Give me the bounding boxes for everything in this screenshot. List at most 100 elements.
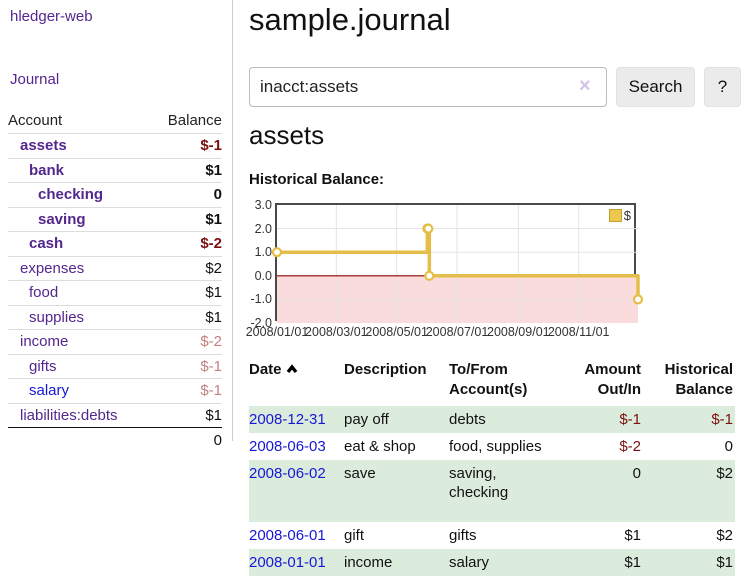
register-header-tofrom: To/From Account(s) [449, 361, 528, 398]
account-heading: assets [249, 120, 325, 150]
accounts-header-balance: Balance [167, 112, 222, 129]
sidebar-account-link-checking[interactable]: checking [38, 186, 104, 204]
x-axis-tick: 2008/09/01 [487, 325, 550, 339]
y-axis-tick: 0.0 [254, 268, 272, 283]
y-axis-tick: 1.0 [254, 245, 272, 260]
register-header-row: Date Description To/From Account(s) Amoun… [249, 356, 735, 406]
date-header-label: Date [249, 361, 282, 378]
transaction-accounts: salary [449, 549, 564, 576]
brand-link[interactable]: hledger-web [10, 8, 93, 25]
register-row: 2008-01-01 income salary $1 $1 [249, 549, 735, 576]
transaction-amount: $-2 [619, 438, 641, 455]
transaction-description: save [344, 460, 449, 522]
y-axis-tick: -2.0 [250, 316, 272, 330]
transaction-amount: $1 [624, 527, 641, 544]
transaction-balance: $2 [716, 527, 733, 544]
transaction-date-link[interactable]: 2008-06-01 [249, 527, 326, 544]
register-header-description: Description [344, 361, 427, 378]
main-content: sample.journal × Search ? assets Histori… [245, 0, 742, 582]
transaction-balance: 0 [724, 438, 733, 455]
sidebar-account-link-supplies[interactable]: supplies [29, 308, 85, 326]
sidebar-account-link-assets[interactable]: assets [20, 137, 67, 155]
transaction-date-link[interactable]: 2008-12-31 [249, 411, 326, 428]
account-row: salary $-1 [8, 378, 222, 403]
historical-balance-chart: 3.0 2.0 1.0 0.0 -1.0 -2.0 $ 2008/01/01 2… [245, 198, 742, 345]
x-axis-tick: 2008/11/01 [547, 325, 610, 339]
account-row: income $-2 [8, 329, 222, 354]
account-balance: $2 [205, 259, 222, 277]
account-balance: $1 [205, 210, 222, 228]
accounts-total-value: 0 [213, 431, 222, 449]
sidebar: hledger-web Journal Account Balance asse… [0, 0, 233, 449]
y-axis-tick: 2.0 [254, 221, 272, 236]
sidebar-account-link-expenses[interactable]: expenses [20, 259, 85, 277]
register-row: 2008-06-03 eat & shop food, supplies $-2… [249, 433, 735, 460]
register-header-amount: Amount Out/In [584, 361, 641, 398]
page-title: sample.journal [249, 2, 451, 37]
transaction-date-link[interactable]: 2008-06-02 [249, 465, 326, 482]
transaction-balance: $-1 [643, 406, 735, 433]
register-table: Date Description To/From Account(s) Amoun… [249, 356, 735, 576]
sidebar-accounts-header: Account Balance [8, 108, 222, 133]
account-balance: $1 [205, 308, 222, 326]
search-button[interactable]: Search [616, 67, 695, 107]
transaction-description: eat & shop [344, 438, 416, 455]
y-axis-tick: -1.0 [250, 292, 272, 307]
transaction-amount: $1 [564, 549, 643, 576]
transaction-balance: $1 [643, 549, 735, 576]
x-axis-tick: 2008/03/01 [305, 325, 368, 339]
sidebar-account-link-food[interactable]: food [29, 284, 59, 302]
sidebar-account-link-gifts[interactable]: gifts [29, 357, 57, 375]
account-balance: $-2 [200, 235, 222, 253]
sidebar-account-link-cash[interactable]: cash [29, 235, 64, 253]
account-row: assets $-1 [8, 133, 222, 158]
transaction-accounts: saving, checking [449, 460, 564, 522]
sidebar-account-link-income[interactable]: income [20, 333, 69, 351]
transaction-accounts: gifts [449, 527, 477, 544]
register-header-balance: Historical Balance [664, 361, 733, 398]
register-header-date[interactable]: Date [249, 356, 344, 406]
chart-plot-area: $ [271, 203, 644, 323]
accounts-total-row: 0 [8, 427, 222, 452]
account-row: checking 0 [8, 182, 222, 207]
x-axis-tick: 2008/05/01 [365, 325, 428, 339]
balance-chart-svg [271, 205, 644, 323]
account-row: food $1 [8, 280, 222, 305]
sidebar-item-journal[interactable]: Journal [10, 71, 60, 88]
transaction-description: pay off [344, 406, 449, 433]
account-row: gifts $-1 [8, 353, 222, 379]
chart-title: Historical Balance: [249, 171, 385, 188]
transaction-amount: $-1 [564, 406, 643, 433]
sort-ascending-icon [286, 360, 298, 380]
legend-label: $ [623, 208, 631, 223]
sidebar-account-link-salary[interactable]: salary [29, 382, 70, 400]
help-button[interactable]: ? [704, 67, 741, 107]
x-axis-tick: 2008/07/01 [425, 325, 489, 339]
legend-swatch-icon [608, 209, 622, 222]
chart-legend: $ [608, 208, 631, 223]
accounts-header-account: Account [8, 112, 63, 129]
transaction-description: income [344, 549, 449, 576]
account-row: bank $1 [8, 157, 222, 183]
account-balance: $1 [205, 406, 222, 424]
clear-search-icon[interactable]: × [579, 75, 591, 97]
transaction-accounts: food, supplies [449, 438, 542, 455]
transaction-date-link[interactable]: 2008-01-01 [249, 554, 326, 571]
search-form: × Search ? [249, 67, 742, 107]
y-axis-tick: 3.0 [254, 198, 272, 212]
account-row: saving $1 [8, 206, 222, 232]
search-input[interactable] [249, 67, 607, 107]
transaction-date-link[interactable]: 2008-06-03 [249, 438, 326, 455]
sidebar-account-link-bank[interactable]: bank [29, 161, 65, 179]
register-row: 2008-12-31 pay off debts $-1 $-1 [249, 406, 735, 433]
account-balance: 0 [213, 186, 222, 204]
account-balance: $-2 [200, 333, 222, 351]
account-row: supplies $1 [8, 304, 222, 330]
sidebar-account-link-saving[interactable]: saving [38, 210, 86, 228]
account-row: cash $-2 [8, 231, 222, 256]
sidebar-account-link-liabilities-debts[interactable]: liabilities:debts [20, 406, 118, 424]
x-axis-tick: 2008/01/01 [245, 325, 309, 339]
account-balance: $-1 [200, 137, 222, 155]
transaction-balance: $2 [643, 460, 735, 522]
